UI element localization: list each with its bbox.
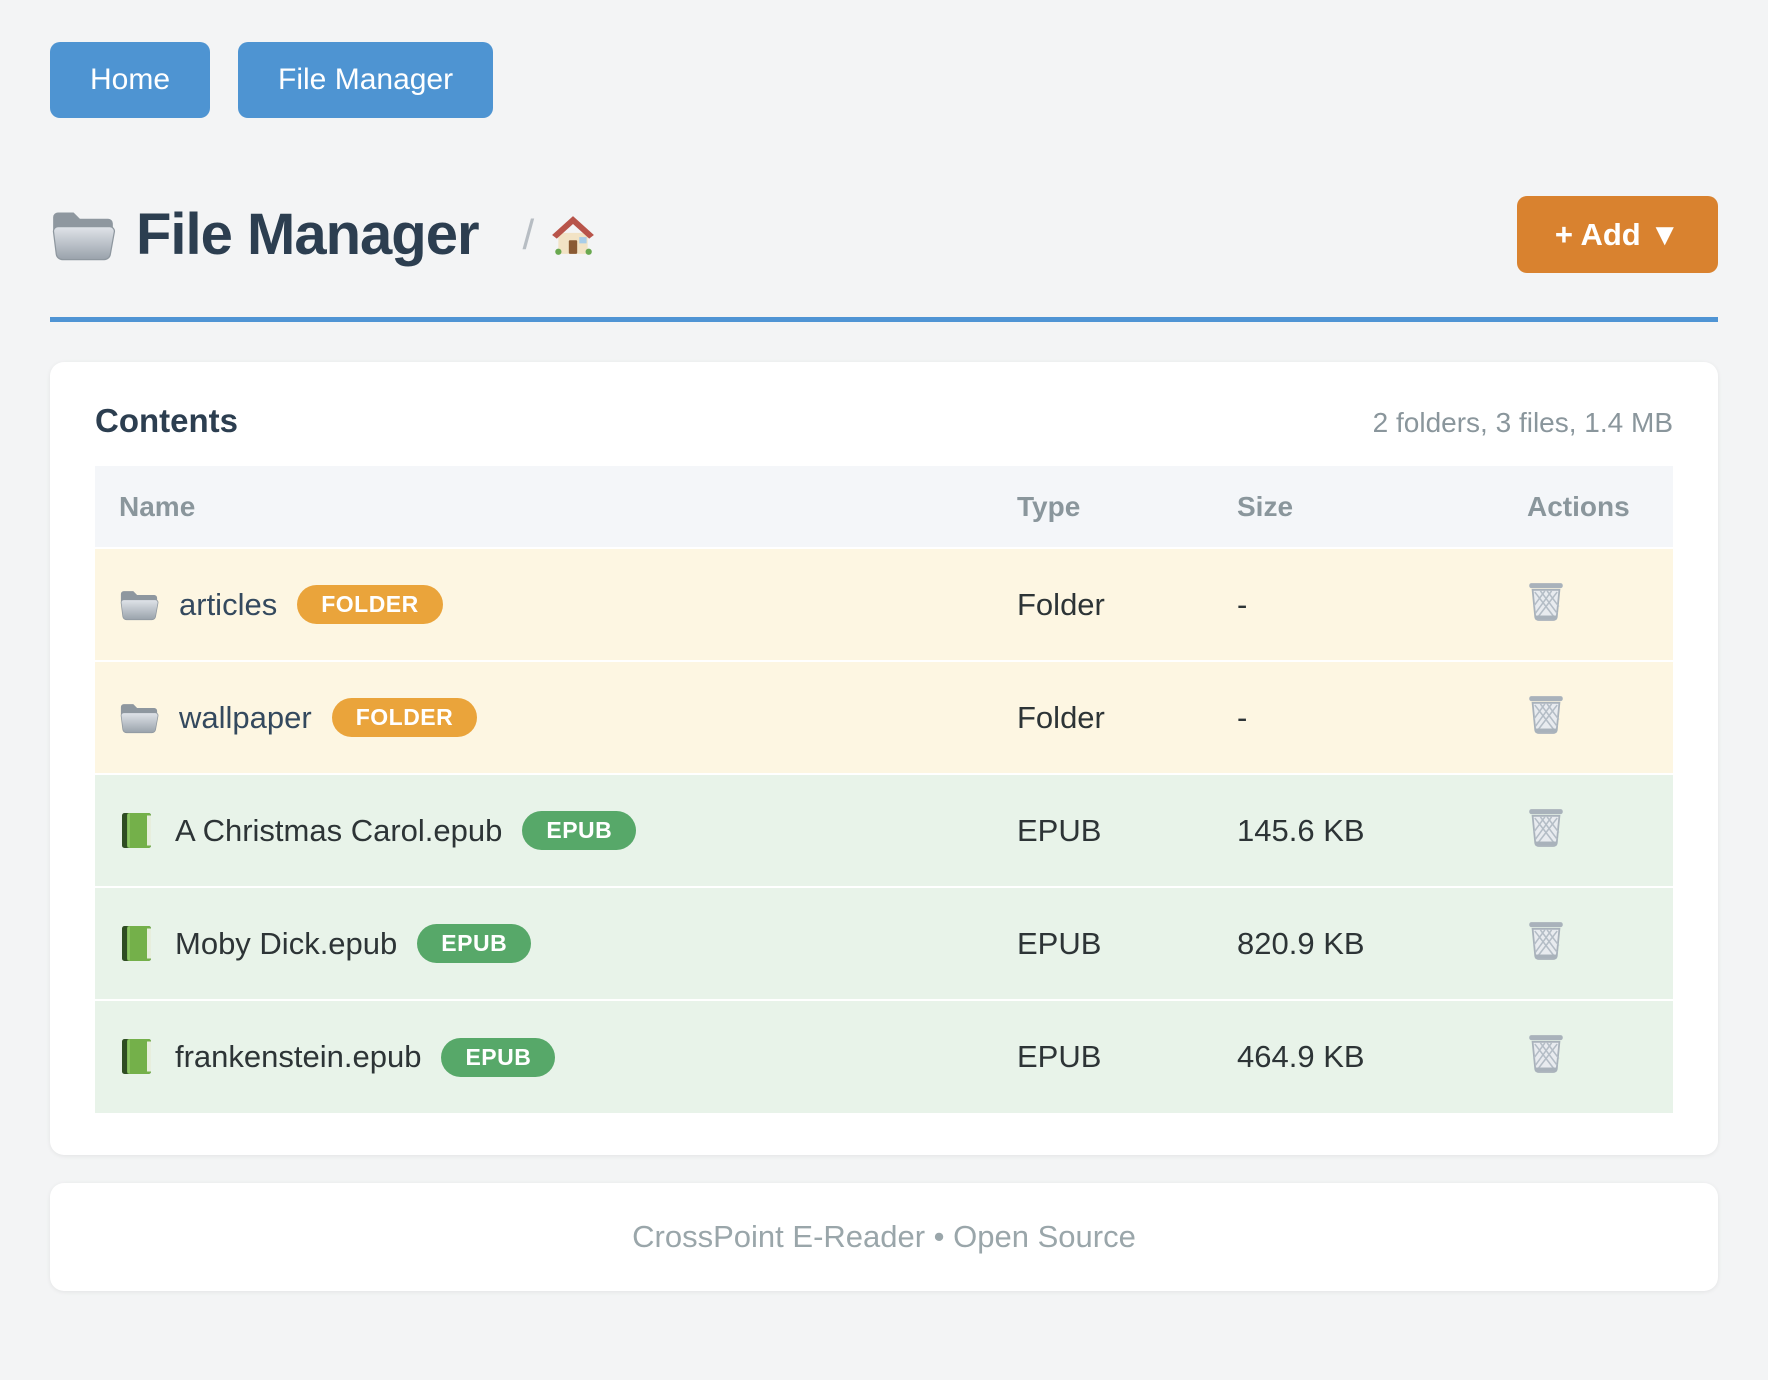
type-badge: FOLDER xyxy=(331,698,478,737)
top-nav: Home File Manager xyxy=(50,42,1718,118)
breadcrumb-separator: / xyxy=(522,210,535,258)
delete-button[interactable] xyxy=(1527,579,1565,623)
trash-icon xyxy=(1527,1031,1565,1075)
trash-icon xyxy=(1527,579,1565,623)
accent-divider xyxy=(50,317,1718,322)
contents-heading: Contents xyxy=(95,402,238,439)
item-name-link[interactable]: wallpaper xyxy=(179,699,312,735)
item-type: Folder xyxy=(993,660,1213,774)
footer-text: CrossPoint E-Reader • Open Source xyxy=(632,1219,1136,1254)
trash-icon xyxy=(1527,805,1565,849)
item-name-link[interactable]: Moby Dick.epub xyxy=(175,925,398,961)
item-type: Folder xyxy=(993,547,1213,661)
item-size: 820.9 KB xyxy=(1213,886,1503,1000)
table-row[interactable]: wallpaper FOLDER Folder - xyxy=(95,660,1673,774)
footer: CrossPoint E-Reader • Open Source xyxy=(50,1183,1718,1291)
item-size: 145.6 KB xyxy=(1213,773,1503,887)
page-title: File Manager xyxy=(136,202,480,267)
item-type: EPUB xyxy=(993,999,1213,1113)
folder-icon xyxy=(119,699,159,736)
green-book-icon xyxy=(119,1037,155,1077)
item-size: - xyxy=(1213,547,1503,661)
contents-summary: 2 folders, 3 files, 1.4 MB xyxy=(1372,407,1673,438)
item-size: - xyxy=(1213,660,1503,774)
item-name-link[interactable]: A Christmas Carol.epub xyxy=(175,812,503,848)
type-badge: EPUB xyxy=(441,1037,556,1077)
trash-icon xyxy=(1527,692,1565,736)
trash-icon xyxy=(1527,918,1565,962)
file-manager-page: Home File Manager File Manager / + Add ▼… xyxy=(50,42,1718,1291)
delete-button[interactable] xyxy=(1527,692,1565,736)
table-row[interactable]: A Christmas Carol.epub EPUB EPUB 145.6 K… xyxy=(95,773,1673,887)
column-header-actions: Actions xyxy=(1503,466,1673,548)
green-book-icon xyxy=(119,924,155,964)
delete-button[interactable] xyxy=(1527,918,1565,962)
green-book-icon xyxy=(119,811,155,851)
add-dropdown-button[interactable]: + Add ▼ xyxy=(1516,196,1718,273)
table-header-row: Name Type Size Actions xyxy=(95,466,1673,548)
column-header-type: Type xyxy=(993,466,1213,548)
folder-icon xyxy=(119,586,159,623)
type-badge: EPUB xyxy=(417,924,532,963)
breadcrumb: / xyxy=(523,211,597,259)
contents-card: Contents 2 folders, 3 files, 1.4 MB Name… xyxy=(50,362,1718,1155)
table-row[interactable]: frankenstein.epub EPUB EPUB 464.9 KB xyxy=(95,999,1673,1113)
item-name-link[interactable]: frankenstein.epub xyxy=(175,1039,422,1074)
table-row[interactable]: articles FOLDER Folder - xyxy=(95,547,1673,661)
folder-icon xyxy=(50,206,116,263)
item-type: EPUB xyxy=(993,773,1213,887)
house-icon[interactable] xyxy=(550,212,596,258)
type-badge: FOLDER xyxy=(297,585,443,624)
file-manager-nav-button[interactable]: File Manager xyxy=(238,42,494,118)
column-header-name: Name xyxy=(95,466,993,548)
column-header-size: Size xyxy=(1213,466,1503,548)
item-name-link[interactable]: articles xyxy=(179,586,278,622)
contents-card-header: Contents 2 folders, 3 files, 1.4 MB xyxy=(95,402,1673,440)
file-table: Name Type Size Actions articles FOLDER xyxy=(95,466,1673,1113)
page-header: File Manager / + Add ▼ xyxy=(50,196,1718,273)
home-nav-button[interactable]: Home xyxy=(50,42,211,118)
delete-button[interactable] xyxy=(1527,805,1565,849)
item-size: 464.9 KB xyxy=(1213,999,1503,1113)
item-type: EPUB xyxy=(993,886,1213,1000)
type-badge: EPUB xyxy=(522,811,637,850)
table-row[interactable]: Moby Dick.epub EPUB EPUB 820.9 KB xyxy=(95,886,1673,1000)
delete-button[interactable] xyxy=(1527,1031,1565,1075)
